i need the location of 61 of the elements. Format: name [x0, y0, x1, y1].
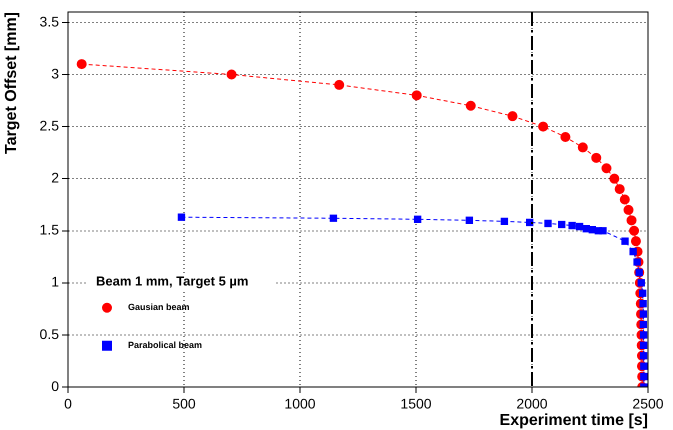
- x-axis-title: Experiment time [s]: [500, 412, 648, 429]
- point: [609, 174, 620, 184]
- point: [568, 222, 576, 230]
- point: [601, 163, 612, 174]
- y-tick-label: 1.5: [40, 222, 60, 238]
- point: [330, 214, 338, 222]
- y-tick-label: 3.5: [40, 13, 60, 30]
- point: [620, 194, 630, 204]
- y-tick-label: 1: [51, 274, 60, 290]
- point: [178, 214, 186, 221]
- point: [640, 331, 648, 339]
- point: [640, 352, 648, 360]
- point: [638, 290, 646, 297]
- x-tick-label: 500: [172, 395, 196, 412]
- x-tick-label: 1500: [400, 395, 432, 412]
- point: [76, 59, 87, 70]
- x-tick-label: 1000: [284, 395, 316, 412]
- point: [466, 216, 474, 224]
- point: [629, 226, 640, 236]
- point: [640, 362, 648, 370]
- point: [640, 320, 648, 328]
- point: [638, 279, 645, 287]
- point: [526, 218, 534, 226]
- point: [538, 122, 548, 132]
- point: [576, 222, 584, 230]
- point: [334, 80, 344, 90]
- x-tick-label: 0: [64, 395, 72, 412]
- legend-label: Parabolical beam: [128, 340, 202, 350]
- point: [621, 237, 629, 245]
- y-tick-label: 2: [51, 170, 60, 186]
- point: [508, 111, 518, 122]
- y-tick-label: 3: [51, 65, 60, 82]
- point: [466, 100, 476, 111]
- point: [591, 152, 602, 163]
- point: [626, 215, 637, 226]
- legend-label: Gausian beam: [128, 302, 190, 312]
- point: [640, 372, 648, 380]
- point: [544, 220, 552, 228]
- y-tick-label: 0.5: [40, 326, 60, 342]
- point: [640, 310, 648, 318]
- point: [599, 227, 607, 234]
- x-tick-label: 2000: [516, 395, 548, 412]
- point: [614, 184, 625, 194]
- x-tick-label: 2500: [632, 395, 664, 412]
- point: [629, 248, 637, 256]
- y-axis-title: Target Offset [mm]: [3, 12, 20, 154]
- point: [624, 204, 634, 215]
- point: [414, 216, 422, 223]
- point: [412, 90, 422, 100]
- legend-title: Beam 1 mm, Target 5 µm: [96, 273, 248, 288]
- point: [633, 258, 641, 266]
- y-tick-label: 2.5: [40, 117, 60, 134]
- point: [578, 142, 588, 152]
- y-tick-label: 0: [51, 378, 60, 394]
- point: [226, 70, 237, 80]
- point: [639, 300, 647, 308]
- point: [640, 342, 648, 350]
- point: [558, 220, 566, 228]
- point: [500, 218, 508, 226]
- point: [630, 236, 641, 246]
- point: [560, 132, 570, 142]
